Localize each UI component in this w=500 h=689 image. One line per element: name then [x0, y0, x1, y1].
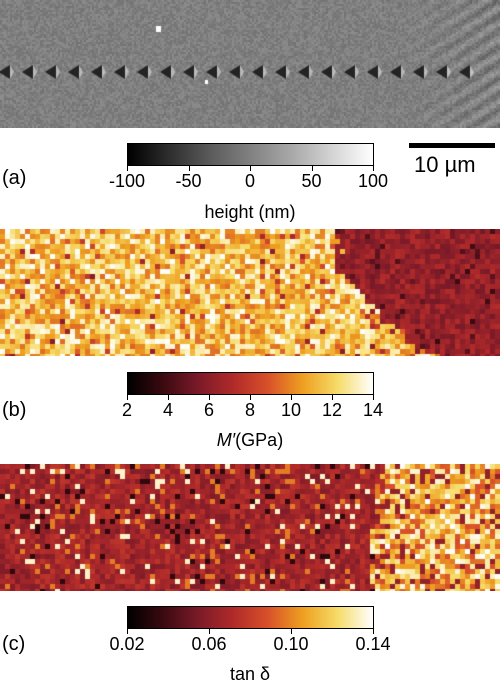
colorbar-tick — [127, 166, 128, 171]
tan-delta-map-image — [0, 464, 500, 591]
modulus-colorbar-title: M′(GPa) — [217, 430, 283, 451]
colorbar-tick-label: 0.10 — [273, 634, 309, 654]
colorbar-tick — [209, 629, 210, 634]
colorbar-tick-label: 100 — [357, 171, 389, 191]
colorbar-tick — [373, 629, 374, 634]
panel-label-b: (b) — [2, 399, 27, 421]
colorbar-tick — [250, 395, 251, 400]
colorbar-tick-label: -50 — [175, 171, 202, 191]
modulus-unit: (GPa) — [235, 430, 284, 450]
colorbar-tick-label: 12 — [321, 400, 343, 420]
modulus-symbol: M′ — [216, 430, 236, 450]
scale-bar — [409, 143, 495, 148]
colorbar-tick — [373, 395, 374, 400]
colorbar-tick — [291, 395, 292, 400]
tan-delta-colorbar-title: tan δ — [229, 664, 271, 684]
height-map-image — [0, 0, 500, 128]
colorbar-tick-label: 0.14 — [355, 634, 391, 654]
tan-delta-colorbar — [127, 606, 374, 629]
colorbar-tick — [291, 629, 292, 634]
colorbar-tick-label: 0.02 — [109, 634, 145, 654]
colorbar-tick — [250, 166, 251, 171]
colorbar-tick — [209, 395, 210, 400]
panel-label-c: (c) — [2, 633, 26, 655]
colorbar-tick — [168, 395, 169, 400]
modulus-colorbar — [127, 372, 374, 395]
scale-bar-label: 10 µm — [414, 152, 476, 177]
colorbar-tick — [127, 395, 128, 400]
colorbar-tick — [311, 166, 313, 171]
colorbar-tick-label: 14 — [362, 400, 384, 420]
colorbar-tick-label: 4 — [162, 400, 174, 420]
height-colorbar-title: height (nm) — [204, 202, 296, 222]
panel-label-a: (a) — [2, 167, 27, 189]
modulus-map-image — [0, 229, 500, 356]
colorbar-tick-label: 6 — [203, 400, 215, 420]
colorbar-tick-label: 10 — [280, 400, 302, 420]
colorbar-tick-label: 2 — [121, 400, 133, 420]
colorbar-tick — [332, 395, 333, 400]
colorbar-tick-label: 0 — [244, 171, 256, 191]
colorbar-tick-label: -100 — [108, 171, 146, 191]
colorbar-tick — [188, 166, 190, 171]
colorbar-tick — [127, 629, 128, 634]
colorbar-tick-label: 8 — [244, 400, 256, 420]
colorbar-tick-label: 0.06 — [191, 634, 227, 654]
colorbar-tick-label: 50 — [301, 171, 322, 191]
colorbar-tick — [373, 166, 374, 171]
height-colorbar — [127, 143, 374, 166]
